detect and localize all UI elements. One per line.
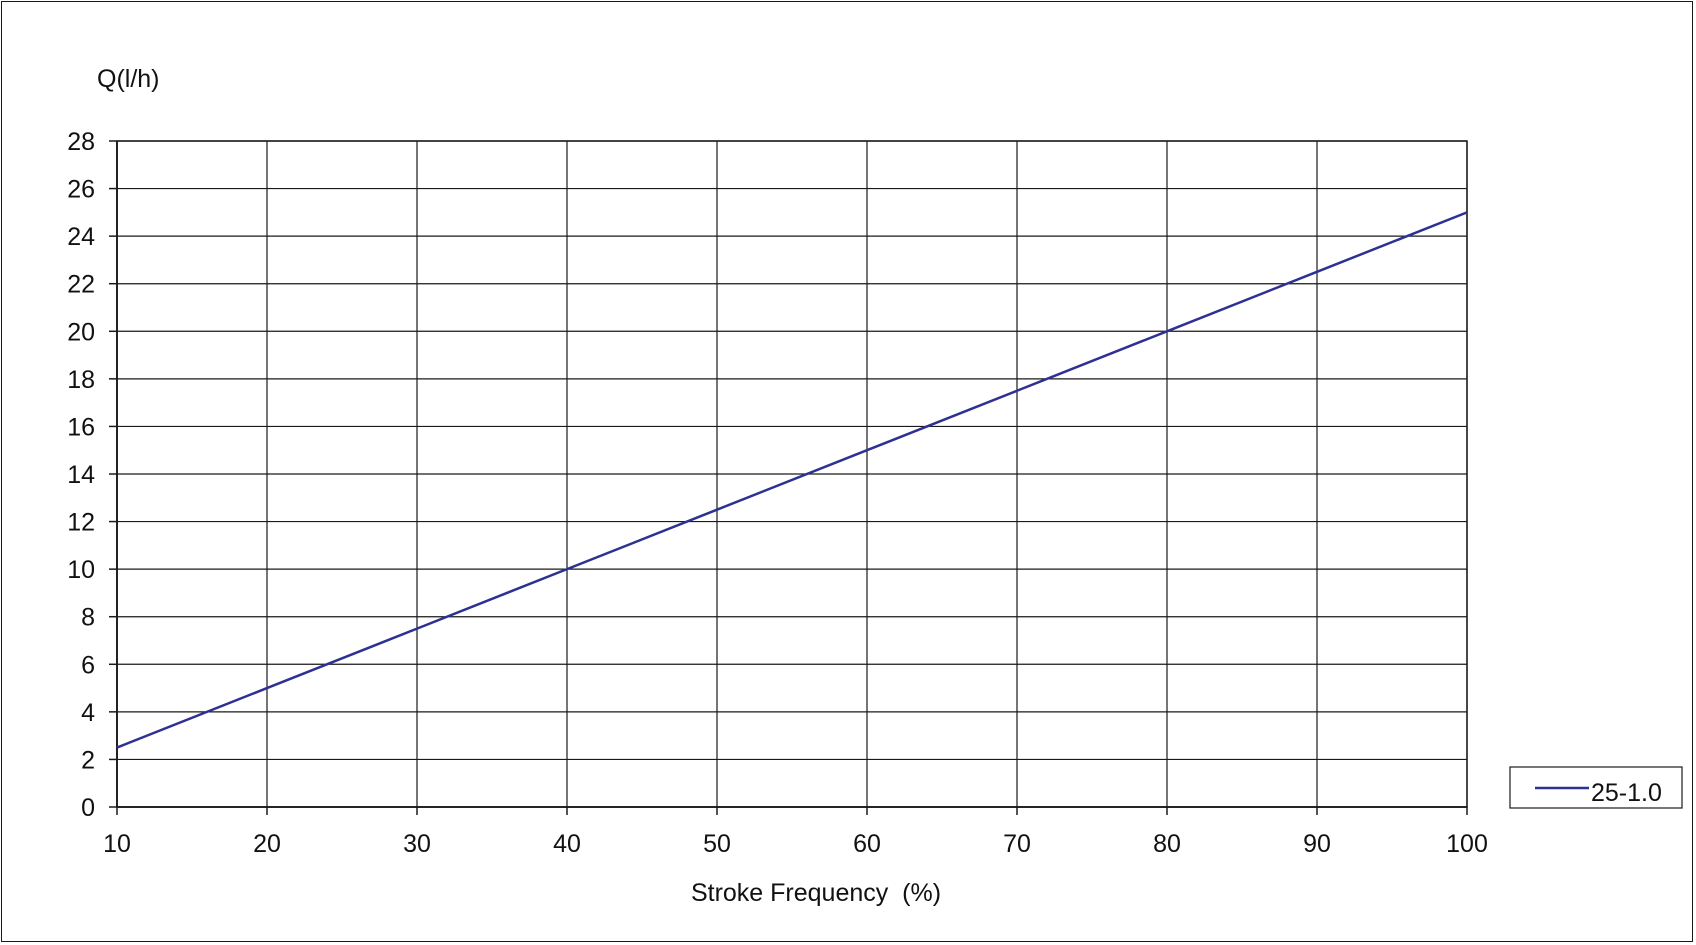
y-tick-label-4: 4	[81, 699, 95, 727]
series-line-25-1.0	[116, 211, 1468, 749]
x-tick-label-70: 70	[1003, 830, 1031, 858]
y-tick-label-2: 2	[81, 746, 95, 774]
x-tick-label-80: 80	[1153, 830, 1181, 858]
y-tick-label-28: 28	[67, 128, 95, 156]
x-tick-label-90: 90	[1303, 830, 1331, 858]
x-tick-label-20: 20	[253, 830, 281, 858]
x-axis-label: Stroke Frequency (%)	[691, 879, 941, 907]
y-tick-label-18: 18	[67, 366, 95, 394]
legend-label-25-1.0: 25-1.0	[1591, 779, 1662, 807]
y-tick-label-20: 20	[67, 318, 95, 346]
axes	[109, 140, 1468, 815]
x-tick-label-50: 50	[703, 830, 731, 858]
y-tick-label-22: 22	[67, 271, 95, 299]
y-tick-label-16: 16	[67, 413, 95, 441]
y-axis-label: Q(l/h)	[97, 65, 160, 93]
y-tick-label-10: 10	[67, 556, 95, 584]
series-lines	[116, 211, 1468, 749]
x-tick-labels: 10 20 30 40 50 60 70 80 90 100	[103, 830, 1488, 858]
y-tick-label-12: 12	[67, 509, 95, 537]
y-tick-label-14: 14	[67, 461, 95, 489]
x-tick-label-60: 60	[853, 830, 881, 858]
y-tick-label-6: 6	[81, 651, 95, 679]
x-tick-label-100: 100	[1446, 830, 1488, 858]
x-tick-label-40: 40	[553, 830, 581, 858]
legend: 25-1.0	[1509, 766, 1683, 809]
y-tick-label-8: 8	[81, 604, 95, 632]
grid-lines	[116, 140, 1468, 808]
y-tick-label-24: 24	[67, 223, 95, 251]
x-tick-label-30: 30	[403, 830, 431, 858]
y-tick-label-0: 0	[81, 794, 95, 822]
x-tick-label-10: 10	[103, 830, 131, 858]
y-tick-label-26: 26	[67, 176, 95, 204]
